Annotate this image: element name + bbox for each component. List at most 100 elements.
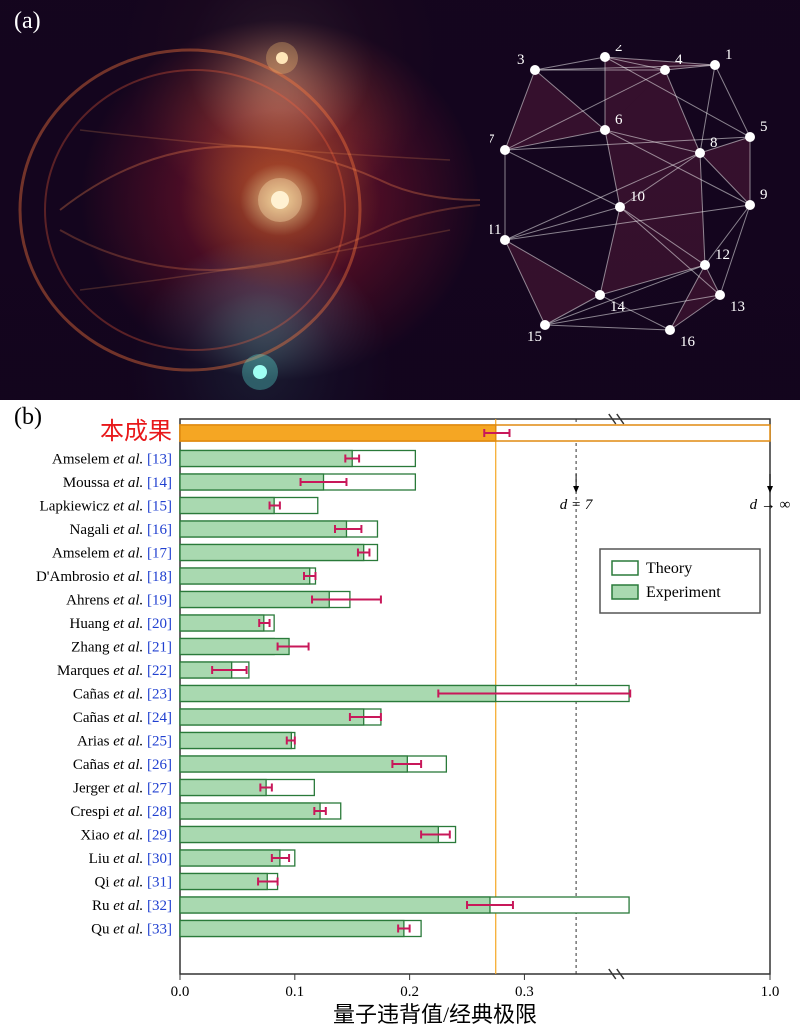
polyhedron-node-label: 4 (675, 52, 683, 68)
x-tick-label: 0.0 (171, 984, 190, 1000)
polyhedron-node (615, 202, 625, 212)
row-label: Liu et al. [30] (89, 851, 172, 867)
row-label: Jerger et al. [27] (73, 781, 172, 797)
x-tick-label: 0.2 (400, 984, 419, 1000)
row-label: Crespi et al. [28] (70, 804, 172, 820)
legend-label-exp: Experiment (646, 584, 721, 601)
bar-experiment (180, 874, 267, 890)
bar-experiment (180, 756, 407, 772)
bar-experiment (180, 498, 274, 514)
legend-box (600, 549, 760, 613)
polyhedron-edge (505, 207, 620, 240)
bar-experiment (180, 639, 289, 655)
polyhedron-node-label: 5 (760, 119, 768, 135)
legend-label-theory: Theory (646, 560, 692, 577)
polyhedron-node (745, 200, 755, 210)
bar-experiment (180, 568, 310, 584)
row-label: Amselem et al. [17] (52, 546, 172, 562)
row-label: Lapkiewicz et al. [15] (40, 499, 172, 515)
polyhedron-node-label: 8 (710, 135, 718, 151)
panel-b: (b) d = 7d → ∞本成果Amselem et al. [13]Mous… (0, 400, 800, 1030)
legend-swatch-theory (612, 561, 638, 575)
bar-experiment (180, 803, 320, 819)
row-label: Qi et al. [31] (95, 875, 173, 891)
polyhedron-node (715, 290, 725, 300)
polyhedron-node-label: 13 (730, 299, 745, 315)
row-label: Nagali et al. [16] (70, 522, 172, 538)
panel-a: (a) 12345678910111213141516 (0, 0, 800, 400)
bar-experiment (180, 592, 329, 608)
polyhedron-diagram: 12345678910111213141516 (490, 45, 770, 355)
polyhedron-node-label: 15 (527, 329, 542, 345)
d7-arrowhead (573, 486, 579, 493)
polyhedron-node-label: 12 (715, 247, 730, 263)
polyhedron-node-label: 14 (610, 299, 626, 315)
x-tick-label: 1.0 (761, 984, 780, 1000)
polyhedron-node-label: 10 (630, 189, 645, 205)
x-axis-label: 量子违背值/经典极限 (333, 1002, 537, 1025)
bar-experiment (180, 921, 404, 937)
polyhedron-face (505, 240, 600, 325)
plasma-swirls (0, 0, 500, 400)
row-label: Arias et al. [25] (77, 734, 172, 750)
bar-experiment (180, 733, 291, 749)
polyhedron-node (595, 290, 605, 300)
polyhedron-node-label: 1 (725, 47, 733, 63)
bar-experiment (180, 827, 438, 843)
x-tick-label: 0.1 (285, 984, 304, 1000)
bar-experiment (180, 897, 490, 913)
bar-experiment (180, 709, 364, 725)
polyhedron-node-label: 9 (760, 187, 768, 203)
polyhedron-edge (715, 65, 750, 137)
comparison-bar-chart: d = 7 d → ∞ 本成果 Amselem et al. [13] Moussa e… (35, 405, 795, 1025)
polyhedron-node (665, 325, 675, 335)
featured-bar-exp (180, 425, 496, 441)
bar-experiment (180, 780, 266, 796)
row-label: Moussa et al. [14] (63, 475, 172, 491)
row-label: Huang et al. [20] (70, 616, 173, 632)
polyhedron-node (500, 145, 510, 155)
legend-swatch-exp (612, 585, 638, 599)
row-label: Ahrens et al. [19] (66, 593, 172, 609)
polyhedron-node (600, 52, 610, 62)
row-label: Cañas et al. [23] (73, 687, 172, 703)
polyhedron-node (700, 260, 710, 270)
polyhedron-edge (505, 150, 620, 207)
polyhedron-node-label: 16 (680, 334, 696, 350)
polyhedron-node (695, 148, 705, 158)
polyhedron-node-label: 3 (517, 52, 525, 68)
polyhedron-node-label: 2 (615, 45, 623, 55)
dinf-arrowhead (767, 486, 773, 493)
bar-experiment (180, 545, 364, 561)
dinf-label: d → ∞ (750, 497, 791, 513)
polyhedron-node (745, 132, 755, 142)
polyhedron-node-label: 6 (615, 112, 623, 128)
row-label: Xiao et al. [29] (80, 828, 172, 844)
polyhedron-node (600, 125, 610, 135)
bar-experiment (180, 521, 346, 537)
polyhedron-face (670, 265, 720, 330)
bar-experiment (180, 451, 352, 467)
featured-label: 本成果 (100, 418, 172, 445)
d7-label: d = 7 (560, 497, 594, 513)
row-label: Amselem et al. [13] (52, 452, 172, 468)
row-label: Cañas et al. [24] (73, 710, 172, 726)
row-label: Ru et al. [32] (92, 898, 172, 914)
x-tick-label: 0.3 (515, 984, 534, 1000)
row-label: Marques et al. [22] (57, 663, 172, 679)
row-label: Zhang et al. [21] (71, 640, 172, 656)
row-label: Cañas et al. [26] (73, 757, 172, 773)
panel-a-label: (a) (14, 8, 41, 35)
row-label: Qu et al. [33] (91, 922, 172, 938)
polyhedron-node (500, 235, 510, 245)
row-label: D'Ambrosio et al. [18] (36, 569, 172, 585)
bar-experiment (180, 615, 264, 631)
bar-experiment (180, 850, 280, 866)
polyhedron-node (660, 65, 670, 75)
polyhedron-node (710, 60, 720, 70)
polyhedron-edge (545, 325, 670, 330)
polyhedron-node-label: 7 (490, 132, 495, 148)
polyhedron-node-label: 11 (490, 222, 501, 238)
polyhedron-node (530, 65, 540, 75)
polyhedron-face (700, 137, 750, 205)
